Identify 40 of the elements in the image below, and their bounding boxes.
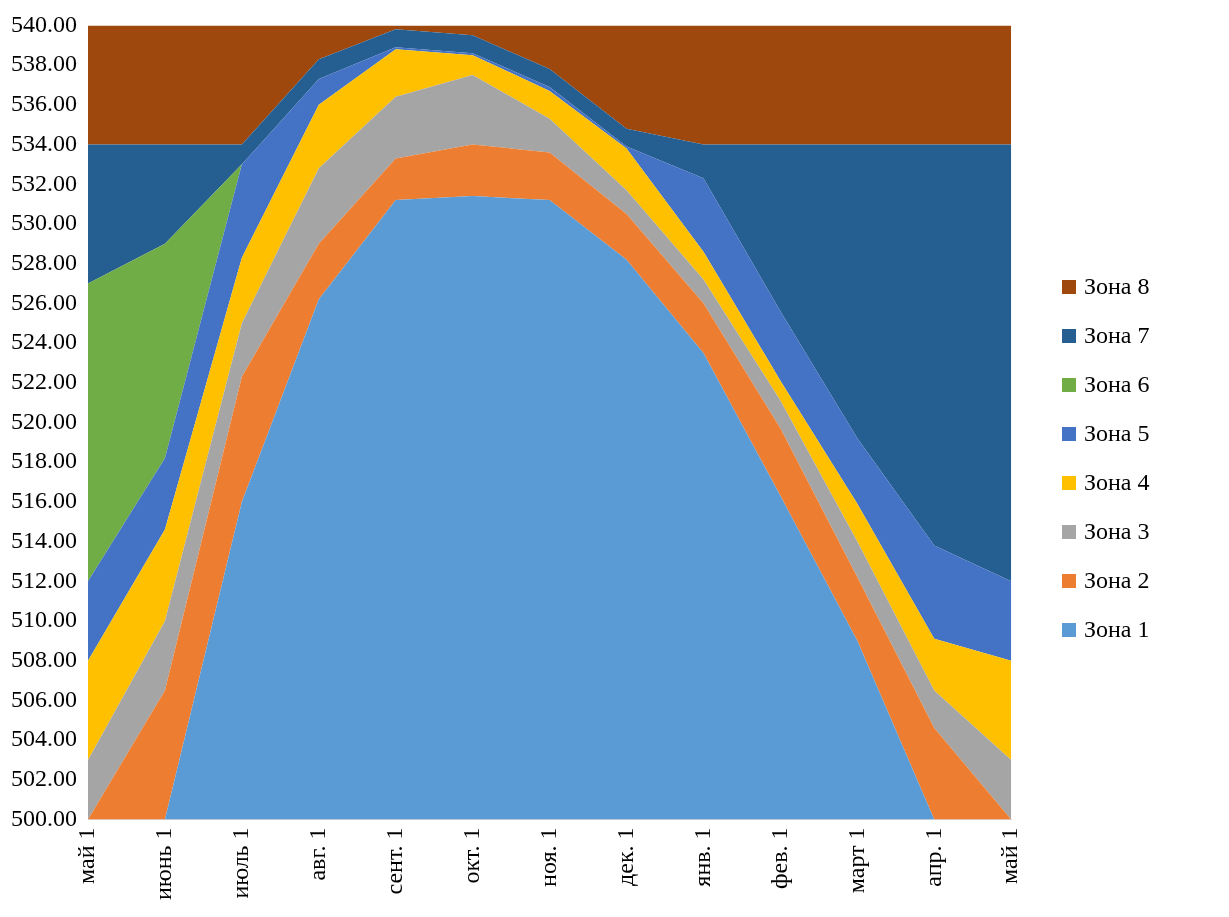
- y-tick-label: 520.00: [11, 407, 77, 434]
- y-tick-label: 528.00: [11, 248, 77, 275]
- x-tick-label: окт. 1: [457, 827, 484, 884]
- y-tick-label: 512.00: [11, 566, 77, 593]
- x-tick-label: май 1: [996, 827, 1023, 884]
- legend-label: Зона 6: [1084, 371, 1150, 398]
- x-tick-label: янв. 1: [688, 827, 715, 887]
- y-tick-label: 504.00: [11, 725, 77, 752]
- x-tick-label: апр. 1: [919, 827, 946, 887]
- legend-label: Зона 8: [1084, 273, 1150, 300]
- y-tick-label: 526.00: [11, 288, 77, 315]
- y-tick-label: 534.00: [11, 129, 77, 156]
- y-tick-label: 510.00: [11, 606, 77, 633]
- legend-label: Зона 4: [1084, 469, 1150, 496]
- x-tick-label: июнь 1: [150, 827, 177, 900]
- legend-label: Зона 5: [1084, 420, 1150, 447]
- y-tick-label: 532.00: [11, 169, 77, 196]
- legend-label: Зона 1: [1084, 616, 1150, 643]
- x-tick-label: сент. 1: [381, 827, 408, 895]
- y-tick-label: 536.00: [11, 90, 77, 117]
- y-tick-label: 522.00: [11, 368, 77, 395]
- legend-label: Зона 7: [1084, 322, 1150, 349]
- y-tick-label: 524.00: [11, 328, 77, 355]
- x-tick-label: июль 1: [227, 827, 254, 899]
- x-tick-label: дек. 1: [611, 827, 638, 886]
- x-tick-label: фев. 1: [765, 827, 792, 889]
- x-tick-label: авг. 1: [304, 827, 331, 881]
- x-tick-label: март 1: [842, 827, 869, 894]
- y-tick-label: 538.00: [11, 50, 77, 77]
- y-tick-label: 508.00: [11, 645, 77, 672]
- y-tick-label: 516.00: [11, 487, 77, 514]
- legend-label: Зона 3: [1084, 518, 1150, 545]
- x-tick-label: ноя. 1: [534, 827, 561, 887]
- y-tick-label: 518.00: [11, 447, 77, 474]
- y-tick-label: 502.00: [11, 765, 77, 792]
- y-tick-label: 506.00: [11, 685, 77, 712]
- y-tick-label: 540.00: [11, 10, 77, 37]
- y-tick-label: 514.00: [11, 526, 77, 553]
- y-tick-label: 530.00: [11, 209, 77, 236]
- legend-label: Зона 2: [1084, 567, 1150, 594]
